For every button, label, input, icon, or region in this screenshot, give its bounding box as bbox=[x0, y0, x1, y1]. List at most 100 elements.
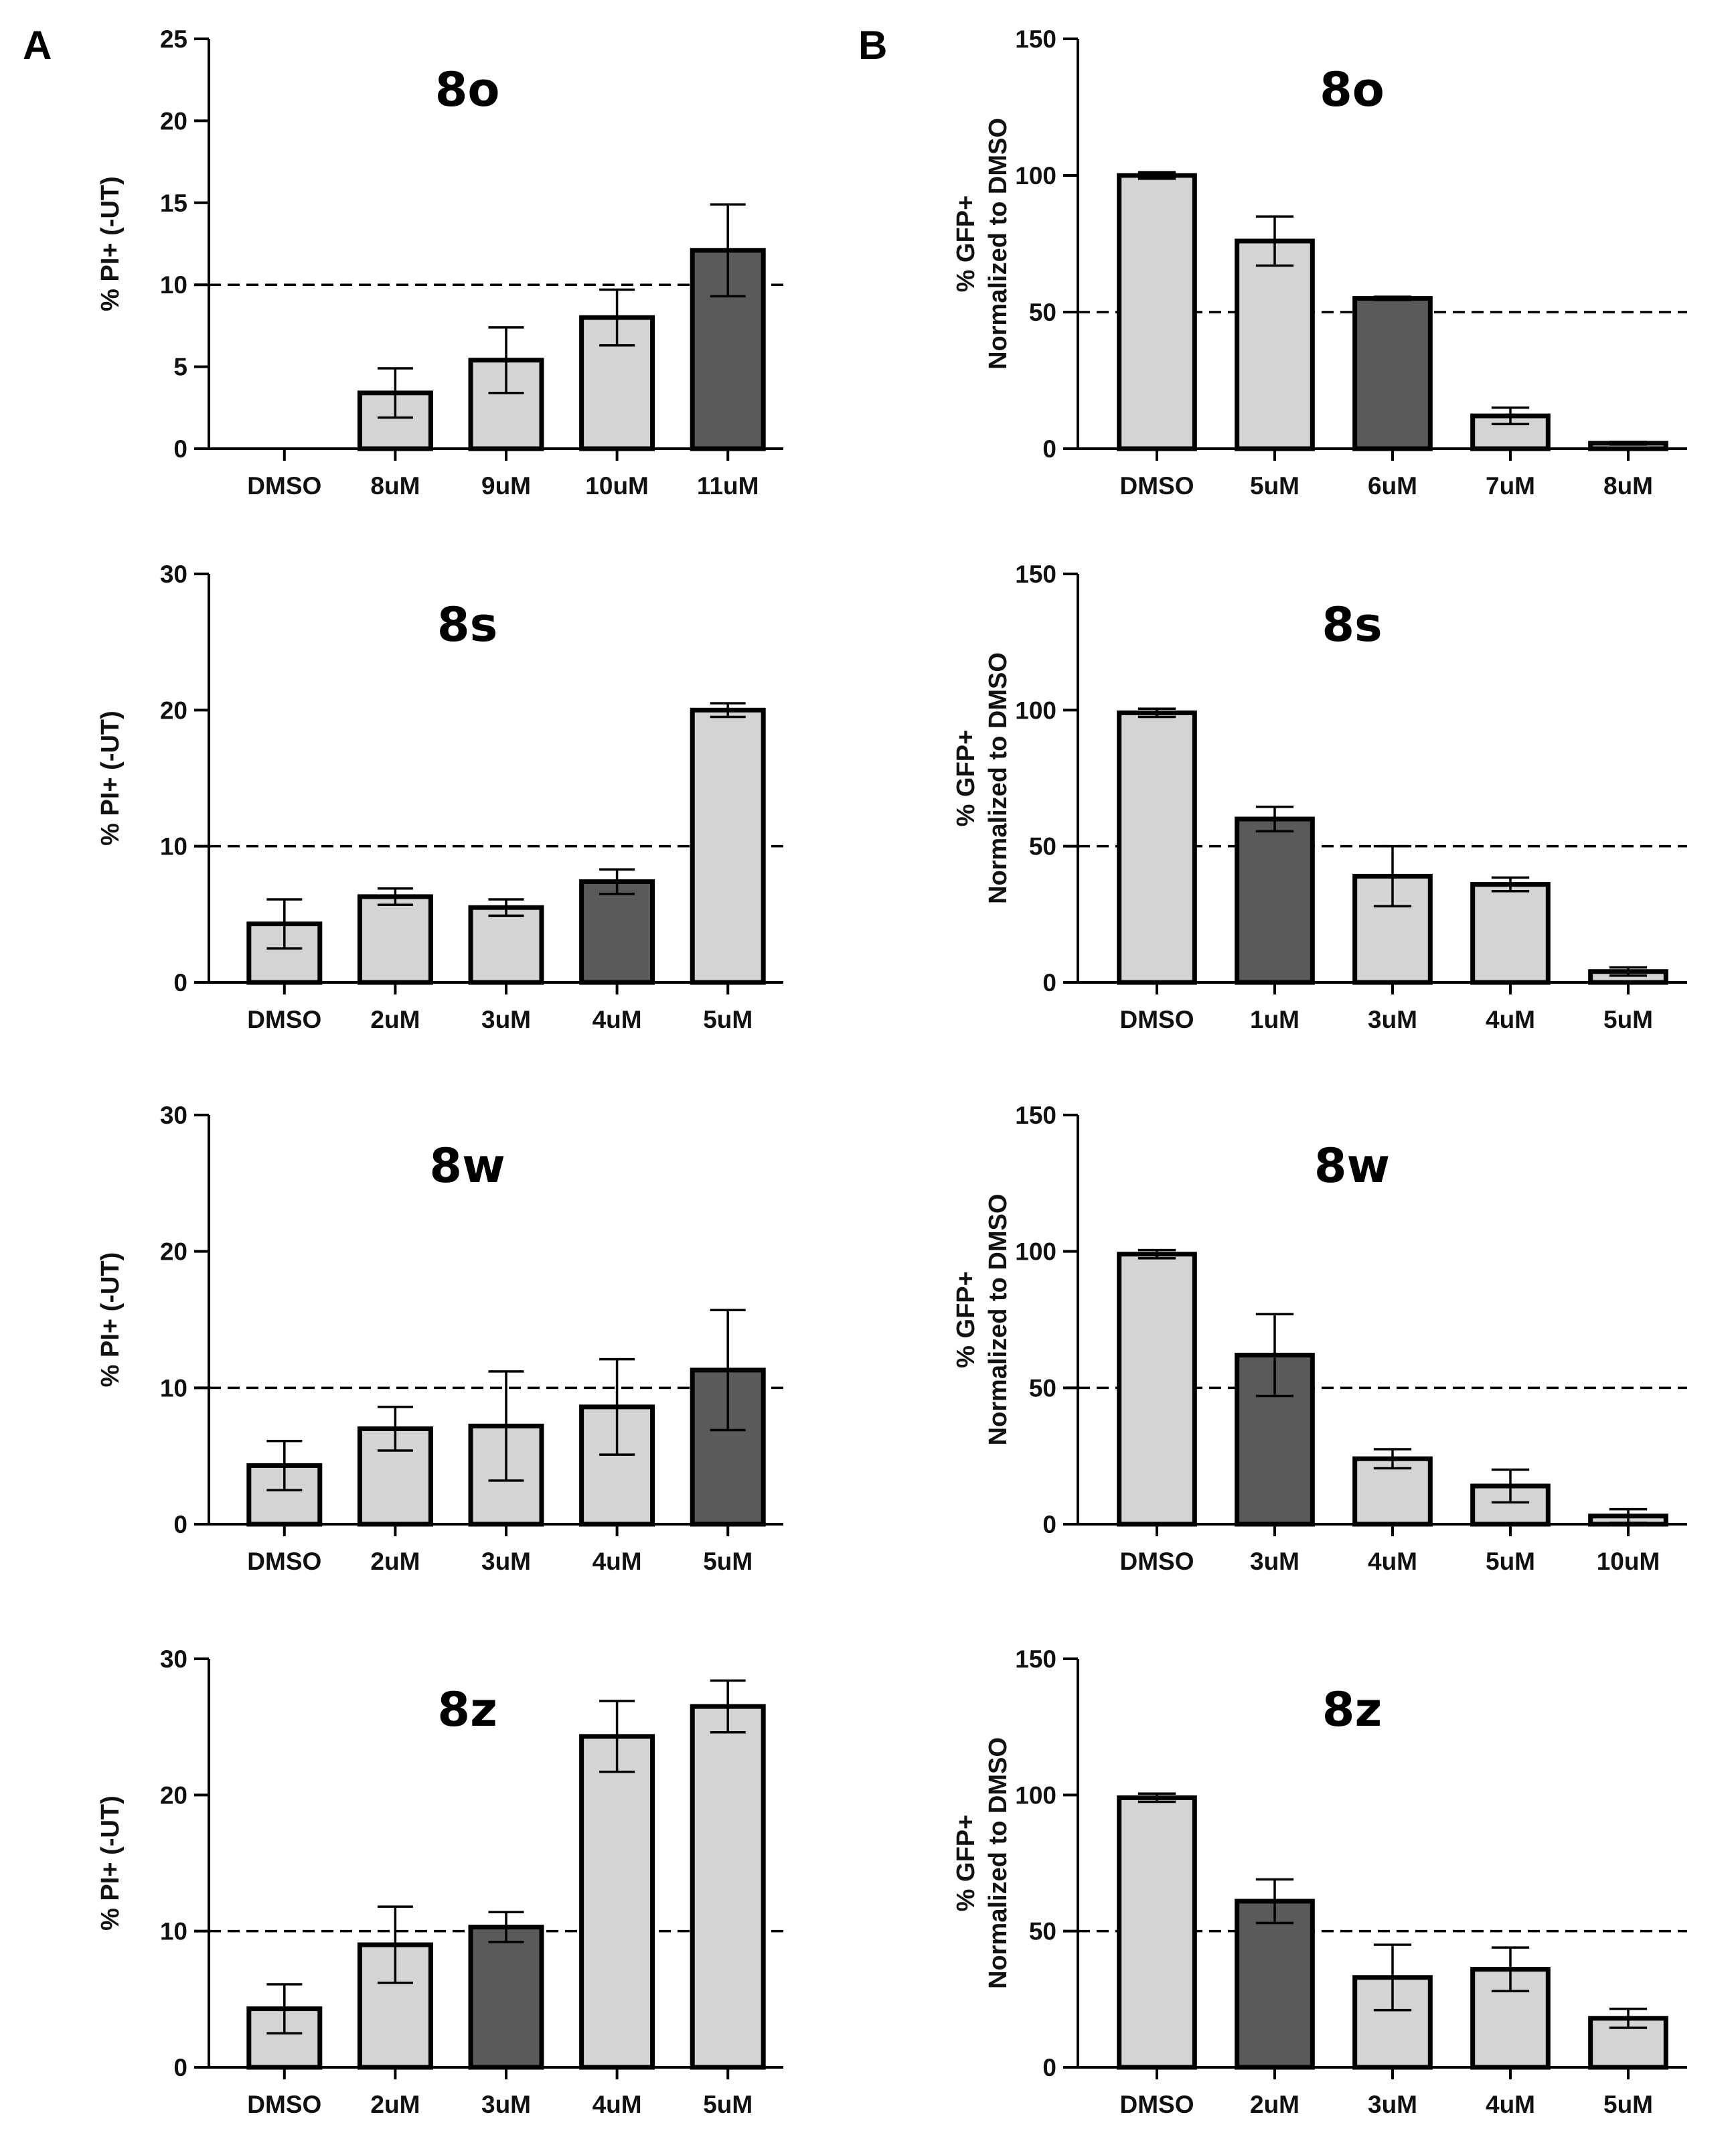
bar-1uM bbox=[1235, 816, 1315, 985]
x-tick-label: 4uM bbox=[1368, 1548, 1417, 1575]
y-tick-label: 10 bbox=[160, 833, 187, 861]
x-tick-label: 3uM bbox=[1250, 1548, 1299, 1575]
chart-b-8w: DMSO 3uM 4uM 5uM 10uM 0 50 100 150 8w % GFP+ Normal… bbox=[952, 1102, 1687, 1575]
x-tick-label: 2uM bbox=[370, 1548, 420, 1575]
x-tick-label: 3uM bbox=[481, 2091, 531, 2118]
chart-title: 8s bbox=[437, 597, 497, 652]
bar-DMSO bbox=[1117, 173, 1197, 451]
x-tick-label: 4uM bbox=[1486, 1006, 1535, 1033]
chart-a-8w: DMSO 2uM 3uM 4uM 5uM 0 10 20 30 8w % PI+ (-UT) bbox=[96, 1102, 783, 1575]
y-tick-label: 100 bbox=[1015, 696, 1056, 724]
x-tick-label: DMSO bbox=[247, 1548, 321, 1575]
panel-letter-a: A bbox=[23, 23, 52, 68]
x-tick-label: DMSO bbox=[1120, 1548, 1194, 1575]
x-tick-label: 2uM bbox=[1250, 2091, 1299, 2118]
y-tick-label: 0 bbox=[173, 969, 187, 996]
x-tick-label: 3uM bbox=[481, 1006, 531, 1033]
y-tick-label: 50 bbox=[1029, 299, 1056, 326]
bar-6uM bbox=[1352, 296, 1433, 451]
y-tick-label: 150 bbox=[1015, 25, 1056, 53]
x-tick-label: 5uM bbox=[703, 1548, 753, 1575]
y-tick-label: 150 bbox=[1015, 561, 1056, 588]
x-tick-label: 3uM bbox=[1368, 2091, 1417, 2118]
y-tick-label: 10 bbox=[160, 1374, 187, 1402]
y-tick-label: 10 bbox=[160, 271, 187, 299]
y-axis-label: % GFP+ bbox=[952, 1271, 980, 1368]
bar-DMSO bbox=[1117, 1252, 1197, 1527]
x-tick-label: 3uM bbox=[1368, 1006, 1417, 1033]
chart-title: 8o bbox=[1320, 62, 1385, 117]
y-axis-label: Normalized to DMSO bbox=[984, 652, 1012, 904]
bar-3uM bbox=[468, 905, 544, 985]
y-tick-label: 0 bbox=[1042, 435, 1056, 463]
bar-4uM bbox=[579, 1734, 655, 2070]
y-tick-label: 0 bbox=[173, 435, 187, 463]
x-tick-label: DMSO bbox=[1120, 472, 1194, 500]
y-tick-label: 50 bbox=[1029, 833, 1056, 861]
bar-5uM bbox=[1235, 238, 1315, 451]
y-tick-label: 50 bbox=[1029, 1918, 1056, 1945]
y-tick-label: 15 bbox=[160, 190, 187, 217]
x-tick-label: 10uM bbox=[585, 472, 649, 500]
bar-5uM bbox=[690, 707, 766, 985]
y-tick-label: 150 bbox=[1015, 1645, 1056, 1673]
x-tick-label: 5uM bbox=[1603, 1006, 1653, 1033]
bar-DMSO bbox=[1117, 1795, 1197, 2070]
y-tick-label: 30 bbox=[160, 1645, 187, 1673]
x-tick-label: 5uM bbox=[703, 1006, 753, 1033]
panel-letter-b: B bbox=[858, 23, 887, 68]
y-axis-label: % GFP+ bbox=[952, 1815, 980, 1912]
y-axis-label: Normalized to DMSO bbox=[984, 118, 1012, 370]
x-tick-label: 1uM bbox=[1250, 1006, 1299, 1033]
chart-title: 8s bbox=[1322, 597, 1382, 652]
y-tick-label: 100 bbox=[1015, 162, 1056, 190]
x-tick-label: DMSO bbox=[247, 2091, 321, 2118]
x-tick-label: 11uM bbox=[697, 472, 759, 500]
y-axis-label: % GFP+ bbox=[952, 196, 980, 293]
y-tick-label: 30 bbox=[160, 561, 187, 588]
chart-title: 8z bbox=[437, 1682, 497, 1737]
y-tick-label: 20 bbox=[160, 1781, 187, 1809]
x-tick-label: 4uM bbox=[1486, 2091, 1535, 2118]
y-tick-label: 100 bbox=[1015, 1781, 1056, 1809]
chart-a-8z: DMSO 2uM 3uM 4uM 5uM 0 10 20 30 8z % PI+ (-UT) bbox=[96, 1645, 783, 2118]
chart-b-8s: DMSO 1uM 3uM 4uM 5uM 0 50 100 150 8s % GFP+ Normali… bbox=[952, 561, 1687, 1033]
bar-2uM bbox=[357, 894, 433, 985]
y-tick-label: 20 bbox=[160, 1238, 187, 1266]
chart-b-8z: DMSO 2uM 3uM 4uM 5uM 0 50 100 150 8z % GFP+ Normali… bbox=[952, 1645, 1687, 2118]
bar-2uM bbox=[1235, 1899, 1315, 2070]
y-axis-label: % PI+ (-UT) bbox=[96, 1252, 125, 1388]
chart-a-8s: DMSO 2uM 3uM 4uM 5uM 0 10 20 30 8s % PI+ (-UT) bbox=[96, 561, 783, 1033]
y-tick-label: 50 bbox=[1029, 1374, 1056, 1402]
bar-3uM bbox=[468, 1925, 544, 2070]
x-tick-label: 10uM bbox=[1597, 1548, 1660, 1575]
y-tick-label: 0 bbox=[1042, 969, 1056, 996]
x-tick-label: 7uM bbox=[1486, 472, 1535, 500]
y-tick-label: 30 bbox=[160, 1102, 187, 1129]
chart-title: 8o bbox=[435, 62, 500, 117]
y-tick-label: 0 bbox=[173, 1511, 187, 1538]
y-axis-label: % PI+ (-UT) bbox=[96, 711, 125, 846]
x-tick-label: 6uM bbox=[1368, 472, 1417, 500]
x-tick-label: 3uM bbox=[481, 1548, 531, 1575]
bar-4uM bbox=[579, 879, 655, 985]
chart-title: 8w bbox=[429, 1138, 505, 1193]
x-tick-label: 9uM bbox=[481, 472, 531, 500]
bar-3uM bbox=[1352, 873, 1433, 985]
bar-5uM bbox=[690, 1704, 766, 2070]
x-tick-label: DMSO bbox=[247, 1006, 321, 1033]
x-tick-label: 5uM bbox=[1250, 472, 1299, 500]
y-axis-label: % GFP+ bbox=[952, 730, 980, 827]
x-tick-label: 5uM bbox=[703, 2091, 753, 2118]
chart-a-8o: DMSO 8uM 9uM 10uM 11uM 0 5 10 15 20 25 8o % PI+ (-UT… bbox=[96, 25, 783, 500]
x-tick-label: 5uM bbox=[1486, 1548, 1535, 1575]
x-tick-label: 4uM bbox=[593, 1006, 642, 1033]
y-axis-label: Normalized to DMSO bbox=[984, 1737, 1012, 1989]
x-tick-label: 2uM bbox=[370, 1006, 420, 1033]
x-tick-label: 4uM bbox=[593, 1548, 642, 1575]
y-axis-label: % PI+ (-UT) bbox=[96, 1795, 125, 1931]
x-tick-label: 4uM bbox=[593, 2091, 642, 2118]
y-axis-label: % PI+ (-UT) bbox=[96, 176, 125, 311]
x-tick-label: 8uM bbox=[1603, 472, 1653, 500]
